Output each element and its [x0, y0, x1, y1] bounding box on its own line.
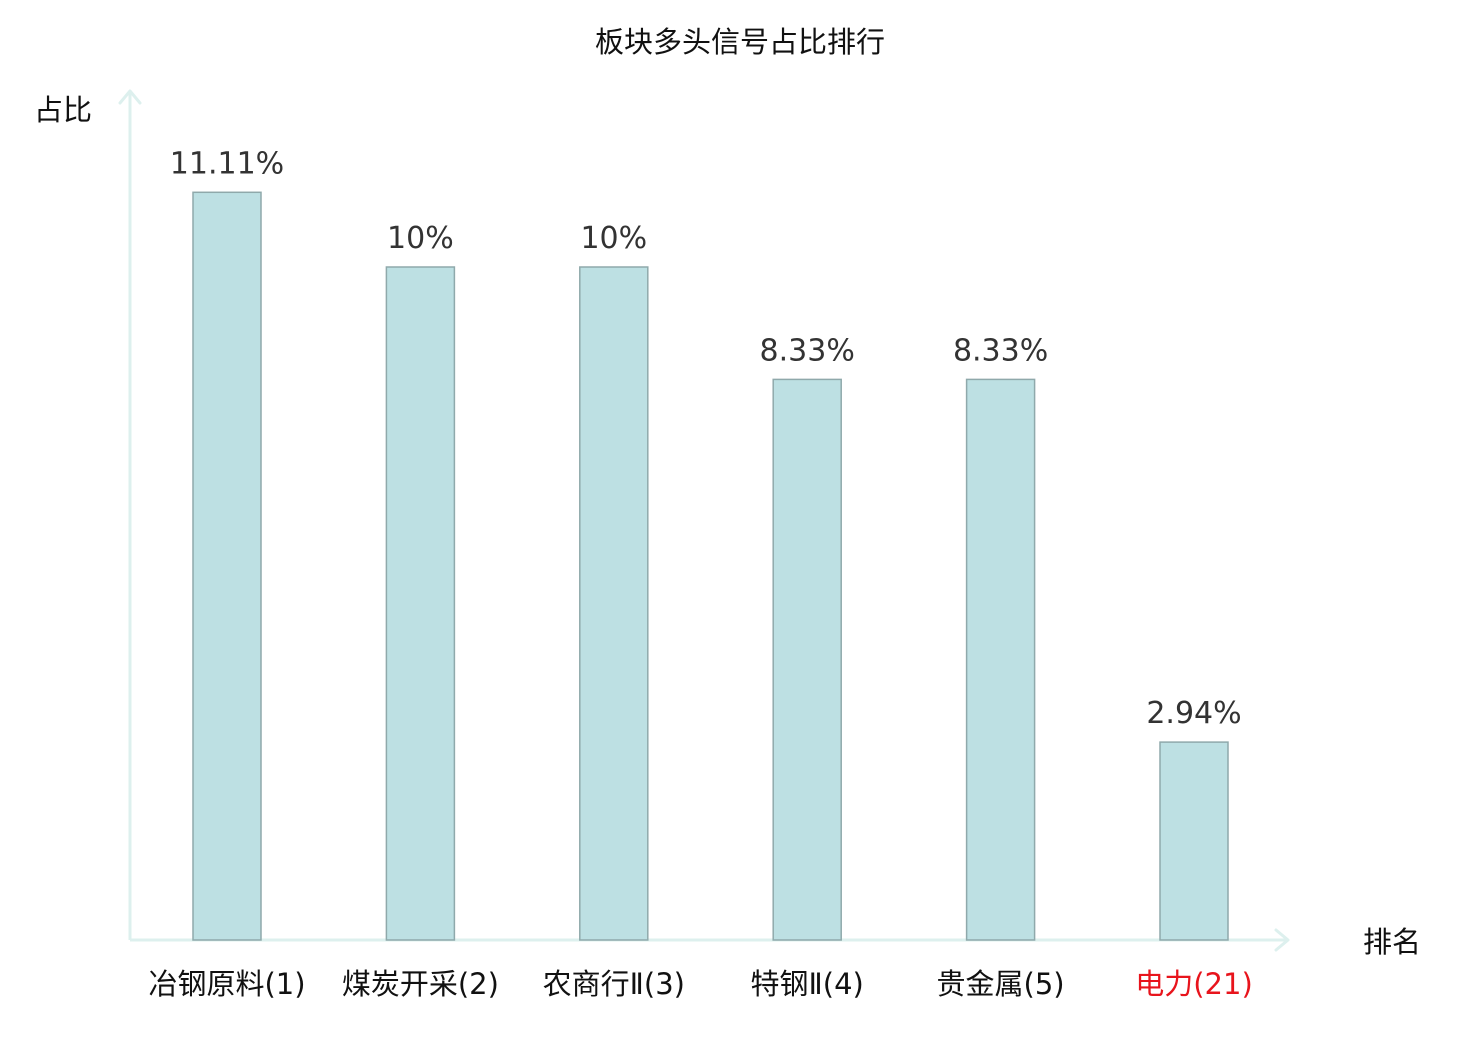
bar-value-label: 10%	[387, 221, 454, 256]
x-tick-label: 电力(21)	[1135, 967, 1253, 1001]
x-axis-label: 排名	[1363, 925, 1421, 959]
bar	[965, 378, 1036, 941]
y-axis-arrowhead	[118, 89, 142, 105]
x-axis-arrowhead	[1274, 928, 1290, 952]
bar	[192, 191, 262, 941]
bar-value-label: 10%	[580, 221, 647, 256]
bars-group	[192, 191, 1229, 941]
value-labels-group: 11.11% 10% 10% 8.33% 8.33% 2.94%	[170, 146, 1242, 731]
x-tick-label: 农商行Ⅱ(3)	[543, 967, 685, 1001]
x-tick-label: 特钢Ⅱ(4)	[751, 967, 864, 1001]
bar	[579, 266, 649, 941]
x-tick-label: 煤炭开采(2)	[342, 967, 499, 1001]
y-axis-label: 占比	[34, 93, 92, 127]
bar	[772, 378, 842, 941]
chart-title: 板块多头信号占比排行	[595, 25, 885, 59]
bar-value-label: 8.33%	[953, 333, 1048, 368]
bar-value-label: 2.94%	[1146, 696, 1241, 731]
bar	[385, 266, 456, 941]
x-tick-label: 冶钢原料(1)	[148, 967, 305, 1001]
bar-value-label: 11.11%	[170, 146, 284, 181]
bar-value-label: 8.33%	[760, 333, 855, 368]
x-tick-label: 贵金属(5)	[937, 967, 1065, 1001]
bar	[1159, 741, 1229, 941]
tick-labels-group: 冶钢原料(1) 煤炭开采(2) 农商行Ⅱ(3) 特钢Ⅱ(4) 贵金属(5) 电力(21)	[148, 967, 1252, 1001]
